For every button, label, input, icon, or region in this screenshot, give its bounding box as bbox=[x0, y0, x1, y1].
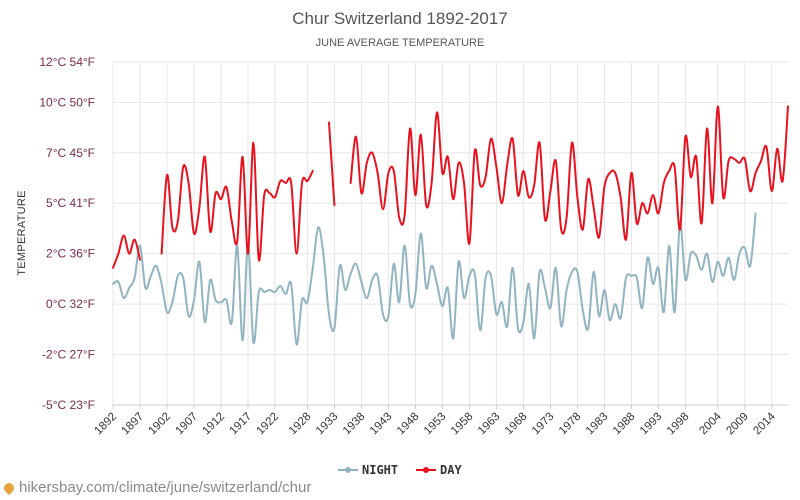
footer-url: hikersbay.com/climate/june/switzerland/c… bbox=[19, 479, 312, 496]
x-tick-label: 1902 bbox=[147, 411, 174, 438]
series-line-day bbox=[328, 121, 336, 207]
x-tick-label: 2009 bbox=[724, 411, 751, 438]
x-tick-label: 2014 bbox=[751, 410, 778, 437]
x-tick-label: 1928 bbox=[287, 411, 314, 438]
legend-day-marker bbox=[423, 467, 429, 473]
y-tick-label: -5°C 23°F bbox=[42, 398, 95, 412]
x-tick-label: 1998 bbox=[665, 411, 692, 438]
x-tick-label: 1983 bbox=[584, 411, 611, 438]
legend-day-label: DAY bbox=[440, 463, 462, 477]
footer-link[interactable]: hikersbay.com/climate/june/switzerland/c… bbox=[1, 479, 312, 496]
legend-item-day[interactable]: DAY bbox=[416, 463, 462, 477]
legend-item-night[interactable]: NIGHT bbox=[338, 463, 398, 477]
gridlines bbox=[112, 61, 788, 406]
x-axis-ticks: 1892 1897 1902 1907 1912 1917 1922 1928 1933 1938… bbox=[93, 405, 778, 438]
x-tick-label: 1993 bbox=[638, 411, 665, 438]
y-tick-label: 2°C 36°F bbox=[46, 247, 95, 261]
x-tick-label: 1948 bbox=[395, 411, 422, 438]
location-pin-icon bbox=[1, 480, 17, 495]
x-tick-label: 1953 bbox=[422, 411, 449, 438]
x-tick-label: 1917 bbox=[228, 411, 255, 438]
y-tick-label: -2°C 27°F bbox=[42, 348, 95, 362]
x-tick-label: 1978 bbox=[557, 411, 584, 438]
y-tick-label: 0°C 32°F bbox=[46, 297, 95, 311]
y-tick-label: 12°C 54°F bbox=[39, 55, 95, 69]
chart-subtitle: JUNE AVERAGE TEMPERATURE bbox=[316, 37, 485, 49]
x-tick-label: 1958 bbox=[449, 411, 476, 438]
x-tick-label: 1938 bbox=[341, 411, 368, 438]
series-line-day bbox=[160, 141, 314, 262]
y-tick-label: 10°C 50°F bbox=[39, 95, 95, 109]
series-line-night bbox=[112, 212, 757, 346]
x-tick-label: 1912 bbox=[201, 411, 228, 438]
y-tick-label: 7°C 45°F bbox=[46, 146, 95, 160]
y-tick-label: 5°C 41°F bbox=[46, 196, 95, 210]
chart-title: Chur Switzerland 1892-2017 bbox=[292, 9, 507, 28]
y-axis-ticks: 12°C 54°F 10°C 50°F 7°C 45°F 5°C 41°F 2°C 36… bbox=[39, 55, 95, 412]
x-tick-label: 1907 bbox=[174, 411, 201, 438]
series-lines bbox=[112, 105, 789, 346]
legend[interactable]: NIGHT DAY bbox=[338, 463, 462, 477]
x-tick-label: 1922 bbox=[255, 411, 282, 438]
x-tick-label: 1892 bbox=[93, 411, 120, 438]
x-tick-label: 1968 bbox=[503, 411, 530, 438]
x-tick-label: 1933 bbox=[314, 411, 341, 438]
legend-night-label: NIGHT bbox=[362, 463, 398, 477]
x-tick-label: 1973 bbox=[530, 411, 557, 438]
legend-night-marker bbox=[345, 467, 351, 473]
series-line-day bbox=[349, 105, 789, 245]
series-line-day bbox=[112, 234, 141, 269]
y-axis-label: TEMPERATURE bbox=[16, 190, 28, 276]
x-tick-label: 1943 bbox=[368, 411, 395, 438]
x-tick-label: 1963 bbox=[476, 411, 503, 438]
x-tick-label: 1988 bbox=[611, 411, 638, 438]
x-tick-label: 1897 bbox=[120, 411, 147, 438]
x-tick-label: 2004 bbox=[697, 410, 724, 437]
